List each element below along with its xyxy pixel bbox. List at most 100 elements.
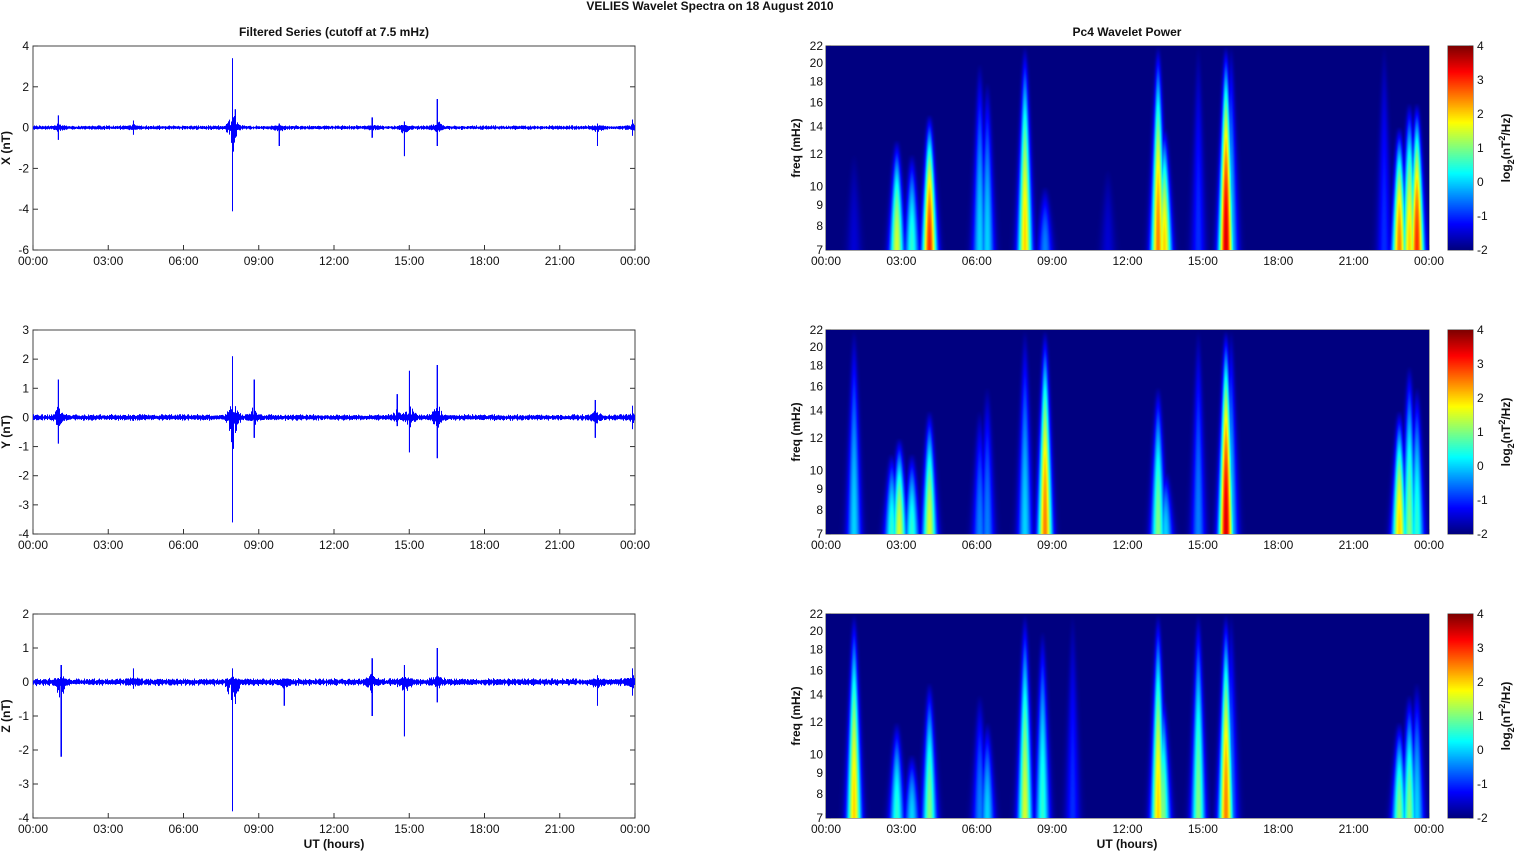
- y-tick-label: 12: [810, 147, 824, 161]
- y-tick-label: 18: [810, 75, 824, 89]
- x-tick-label: 09:00: [244, 822, 274, 836]
- x-tick-label: 12:00: [1112, 538, 1142, 552]
- wavelet-power-heatmap-1: [826, 46, 1429, 250]
- x-tick-label: 06:00: [168, 538, 198, 552]
- x-tick-label: 00:00: [18, 254, 48, 268]
- wavelet-power-heatmap-3: [826, 614, 1429, 818]
- x-tick-label: 06:00: [168, 822, 198, 836]
- x-tick-label: 12:00: [319, 822, 349, 836]
- series-line-x: [33, 58, 635, 212]
- y-tick-label: 8: [816, 219, 823, 233]
- x-tick-label: 00:00: [811, 822, 841, 836]
- x-tick-label: 00:00: [620, 254, 650, 268]
- x-tick-label: 03:00: [886, 254, 916, 268]
- colorbar-tick-label: -1: [1477, 777, 1488, 791]
- y-tick-label: 10: [810, 463, 824, 477]
- x-tick-label: 12:00: [1112, 822, 1142, 836]
- x-tick-label: 03:00: [93, 538, 123, 552]
- y-tick-label: 14: [810, 688, 824, 702]
- y-tick-label: 8: [816, 503, 823, 517]
- y-tick-label: 7: [816, 527, 823, 541]
- x-tick-label: 18:00: [469, 254, 499, 268]
- x-tick-label: 15:00: [394, 254, 424, 268]
- y-tick-label: 2: [22, 607, 29, 621]
- y-tick-label: 0: [22, 121, 29, 135]
- x-tick-label: 03:00: [93, 822, 123, 836]
- y-tick-label: 1: [22, 641, 29, 655]
- x-tick-label: 21:00: [545, 822, 575, 836]
- y-tick-label: 0: [22, 675, 29, 689]
- x-tick-label: 18:00: [469, 822, 499, 836]
- colorbar-tick-label: 2: [1477, 107, 1484, 121]
- colorbar-tick-label: -2: [1477, 243, 1488, 257]
- x-tick-label: 06:00: [962, 822, 992, 836]
- x-tick-label: 21:00: [1339, 822, 1369, 836]
- y-tick-label: 16: [810, 664, 824, 678]
- colorbar-tick-label: -2: [1477, 811, 1488, 825]
- x-tick-label: 12:00: [319, 538, 349, 552]
- y-tick-label: 9: [816, 482, 823, 496]
- y-tick-label: 18: [810, 359, 824, 373]
- y-tick-label: 10: [810, 179, 824, 193]
- x-tick-label: 09:00: [1037, 254, 1067, 268]
- x-tick-label: 00:00: [18, 822, 48, 836]
- y-axis-label: freq (mHz): [789, 118, 803, 177]
- colorbar-label: log2(nT2/Hz): [1497, 398, 1515, 467]
- x-tick-label: 00:00: [620, 822, 650, 836]
- colorbar: [1448, 46, 1473, 250]
- x-tick-label: 00:00: [1414, 538, 1444, 552]
- y-tick-label: 1: [22, 381, 29, 395]
- x-tick-label: 00:00: [811, 254, 841, 268]
- x-tick-label: 00:00: [811, 538, 841, 552]
- x-tick-label: 18:00: [1263, 254, 1293, 268]
- y-tick-label: 7: [816, 243, 823, 257]
- x-tick-label: 18:00: [469, 538, 499, 552]
- y-tick-label: 7: [816, 811, 823, 825]
- y-axis-label: Z (nT): [0, 699, 13, 732]
- y-tick-label: 20: [810, 340, 824, 354]
- colorbar: [1448, 330, 1473, 534]
- y-tick-label: 14: [810, 120, 824, 134]
- y-tick-label: 2: [22, 80, 29, 94]
- y-tick-label: 4: [22, 39, 29, 53]
- x-tick-label: 09:00: [1037, 538, 1067, 552]
- x-tick-label: 09:00: [244, 538, 274, 552]
- y-tick-label: -6: [18, 243, 29, 257]
- x-tick-label: 09:00: [1037, 822, 1067, 836]
- y-tick-label: -1: [18, 440, 29, 454]
- colorbar-tick-label: 4: [1477, 607, 1484, 621]
- y-tick-label: 20: [810, 624, 824, 638]
- y-tick-label: 18: [810, 643, 824, 657]
- colorbar-tick-label: 4: [1477, 323, 1484, 337]
- x-tick-label: 03:00: [93, 254, 123, 268]
- x-tick-label: 03:00: [886, 538, 916, 552]
- x-tick-label: 15:00: [1188, 822, 1218, 836]
- x-tick-label: 06:00: [962, 254, 992, 268]
- colorbar-label: log2(nT2/Hz): [1497, 682, 1515, 751]
- right-column-title: Pc4 Wavelet Power: [1073, 25, 1182, 39]
- colorbar-tick-label: 4: [1477, 39, 1484, 53]
- left-xlabel: UT (hours): [304, 837, 365, 851]
- colorbar-tick-label: 2: [1477, 675, 1484, 689]
- y-axis-label: X (nT): [0, 131, 13, 165]
- colorbar-tick-label: 2: [1477, 391, 1484, 405]
- x-tick-label: 00:00: [1414, 822, 1444, 836]
- y-tick-label: -4: [18, 811, 29, 825]
- colorbar-label: log2(nT2/Hz): [1497, 114, 1515, 183]
- y-tick-label: 2: [22, 352, 29, 366]
- colorbar-tick-label: 3: [1477, 641, 1484, 655]
- figure-title: VELIES Wavelet Spectra on 18 August 2010: [586, 0, 834, 13]
- y-tick-label: 14: [810, 404, 824, 418]
- x-tick-label: 15:00: [394, 538, 424, 552]
- y-tick-label: -3: [18, 498, 29, 512]
- y-tick-label: 22: [810, 323, 824, 337]
- colorbar-tick-label: 3: [1477, 73, 1484, 87]
- y-axis-label: Y (nT): [0, 415, 13, 449]
- right-xlabel: UT (hours): [1097, 837, 1158, 851]
- y-tick-label: 16: [810, 96, 824, 110]
- colorbar-tick-label: 0: [1477, 743, 1484, 757]
- x-tick-label: 21:00: [1339, 538, 1369, 552]
- y-tick-label: -1: [18, 709, 29, 723]
- y-tick-label: 8: [816, 787, 823, 801]
